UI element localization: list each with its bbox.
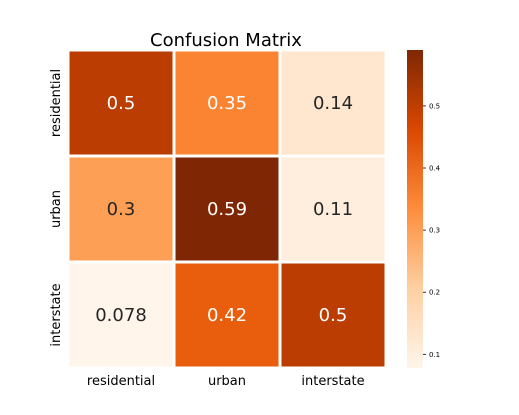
colorbar: 0.1 0.2 0.3 0.4 0.5 — [407, 50, 441, 368]
cell-value-label-r2-c0: 0.078 — [95, 305, 147, 326]
colorbar-gradient — [407, 50, 423, 368]
cell-value-label-r0-c1: 0.35 — [207, 93, 247, 114]
cell-value-label-r1-c0: 0.3 — [107, 199, 136, 220]
colorbar-tick-label-1: 0.2 — [429, 289, 440, 297]
x-tick-labels: residential urban interstate — [87, 374, 365, 389]
colorbar-tick-label-2: 0.3 — [429, 227, 440, 235]
cell-value-label-r1-c1: 0.59 — [207, 199, 247, 220]
colorbar-tick-label-0: 0.1 — [429, 351, 440, 359]
x-tick-label-0: residential — [87, 374, 155, 389]
heatmap-cell-r0-c1 — [172, 48, 282, 158]
colorbar-ticks: 0.1 0.2 0.3 0.4 0.5 — [423, 102, 441, 359]
heatmap-cell-r2-c2 — [278, 260, 388, 370]
y-tick-label-0: residential — [49, 69, 64, 137]
colorbar-tick-label-3: 0.4 — [429, 165, 441, 173]
heatmap-cells: 0.5 0.35 0.14 0.3 0.59 0.11 0.078 0.42 0.5 — [66, 48, 388, 370]
y-tick-label-2: interstate — [49, 283, 64, 346]
colorbar-tick-label-4: 0.5 — [429, 102, 440, 110]
y-tick-labels: residential urban interstate — [49, 69, 64, 347]
cell-value-label-r2-c2: 0.5 — [319, 305, 348, 326]
cell-value-label-r2-c1: 0.42 — [207, 305, 247, 326]
cell-value-label-r1-c2: 0.11 — [313, 199, 353, 220]
y-tick-label-1: urban — [49, 190, 64, 228]
x-tick-label-1: urban — [208, 374, 246, 389]
chart-title: Confusion Matrix — [150, 30, 302, 51]
heatmap-cell-r0-c0 — [66, 48, 176, 158]
heatmap-cell-r1-c2 — [278, 154, 388, 264]
heatmap-cell-r2-c1 — [172, 260, 282, 370]
cell-value-label-r0-c2: 0.14 — [313, 93, 353, 114]
heatmap-cell-r2-c0 — [66, 260, 176, 370]
cell-value-label-r0-c0: 0.5 — [107, 93, 136, 114]
x-tick-label-2: interstate — [301, 374, 364, 389]
